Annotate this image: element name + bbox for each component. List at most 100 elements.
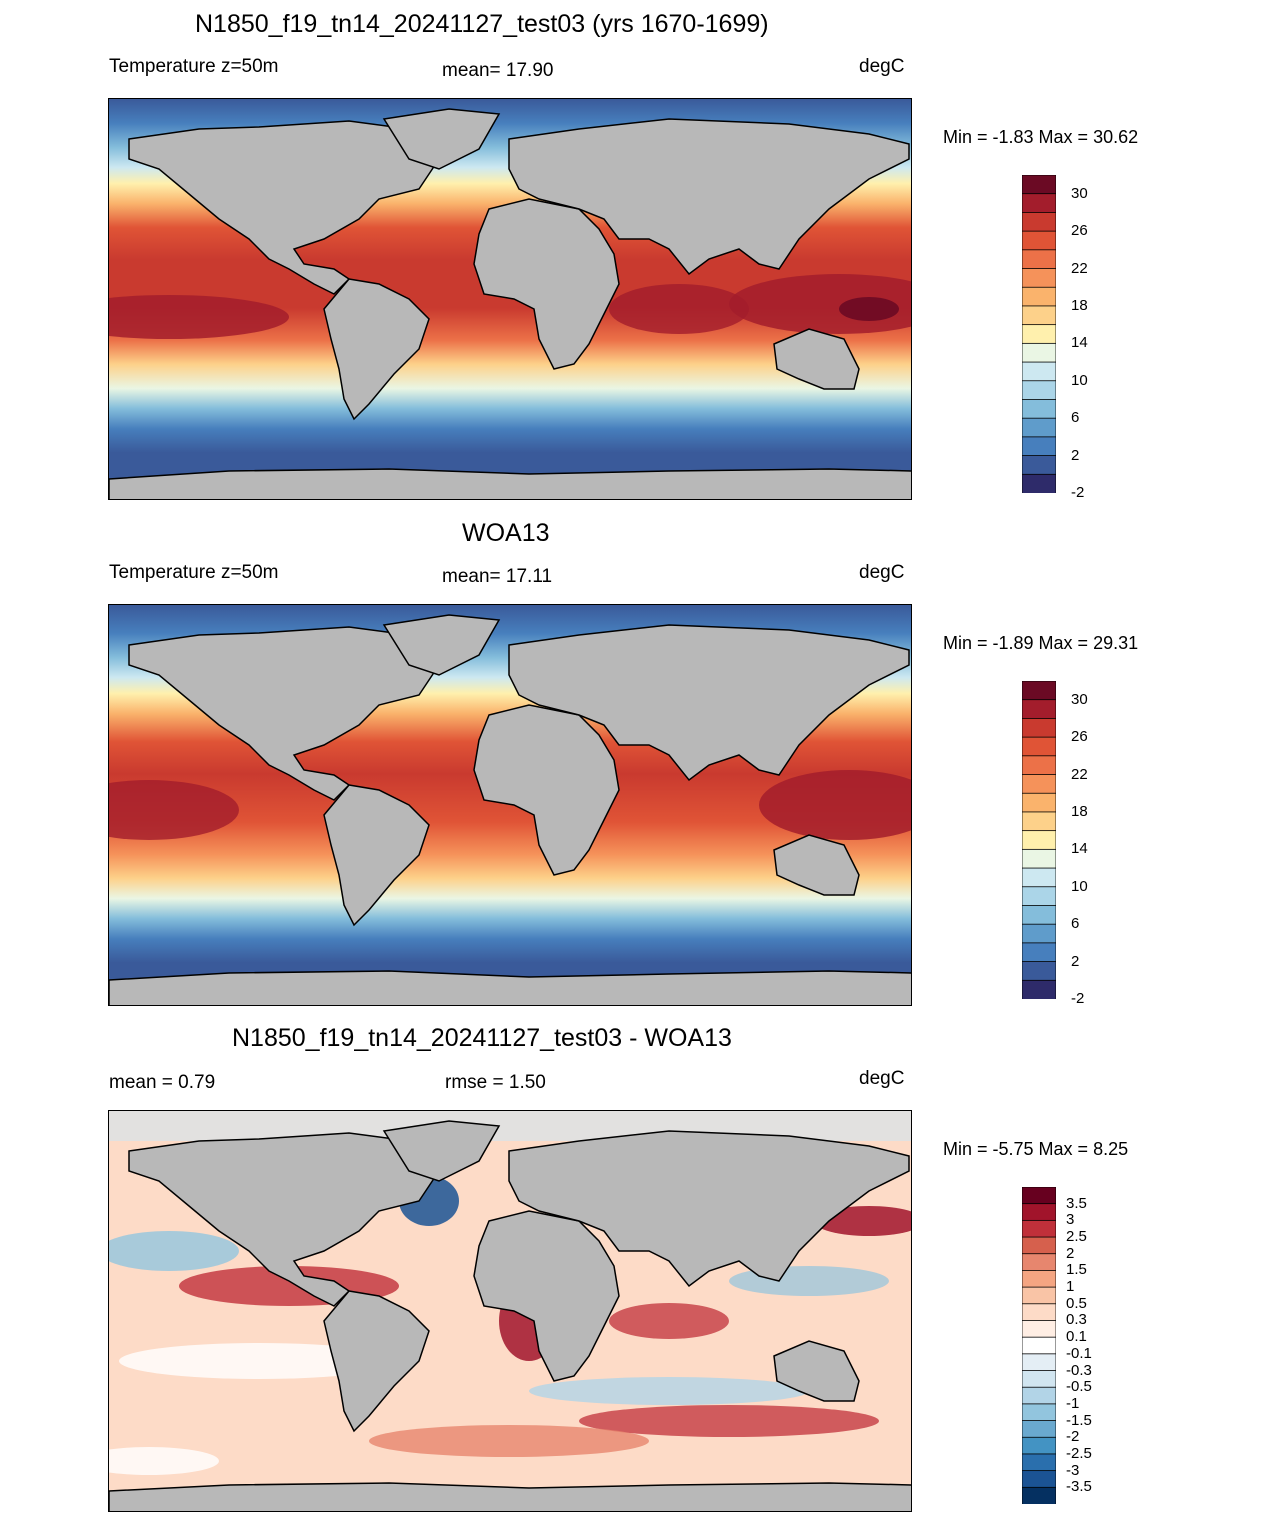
colorbar-swatch xyxy=(1022,399,1056,420)
colorbar-swatch xyxy=(1022,942,1056,963)
colorbar-tick-label: 3.5 xyxy=(1066,1194,1087,1212)
colorbar-tick-label: 0.1 xyxy=(1066,1328,1087,1346)
panel1-units-label: degC xyxy=(859,56,905,77)
colorbar-swatch xyxy=(1022,1203,1056,1222)
colorbar-swatch xyxy=(1022,1253,1056,1272)
colorbar-swatch xyxy=(1022,286,1056,307)
colorbar-swatch xyxy=(1022,417,1056,438)
colorbar-swatch xyxy=(1022,212,1056,233)
colorbar-swatch xyxy=(1022,755,1056,776)
colorbar-swatch xyxy=(1022,681,1056,701)
panel3-colorbar-swatches xyxy=(1022,1187,1056,1504)
colorbar-tick-label: 1.5 xyxy=(1066,1261,1087,1279)
colorbar-swatch xyxy=(1022,1453,1056,1472)
colorbar-swatch xyxy=(1022,193,1056,214)
colorbar-tick-label: 26 xyxy=(1071,222,1088,240)
colorbar-tick-label: -3.5 xyxy=(1066,1478,1092,1496)
colorbar-swatch xyxy=(1022,1270,1056,1289)
colorbar-swatch xyxy=(1022,848,1056,869)
colorbar-tick-label: 10 xyxy=(1071,877,1088,895)
panel1-mean-label: mean= 17.90 xyxy=(442,60,554,81)
colorbar-tick-label: -2 xyxy=(1066,1428,1080,1446)
colorbar-tick-label: -2 xyxy=(1071,990,1085,1007)
panel3-mean-label: mean = 0.79 xyxy=(109,1072,216,1093)
colorbar-swatch xyxy=(1022,268,1056,289)
colorbar-tick-label: 1 xyxy=(1066,1278,1075,1296)
colorbar-swatch xyxy=(1022,1386,1056,1405)
colorbar-swatch xyxy=(1022,1336,1056,1355)
panel1-minmax: Min = -1.83 Max = 30.62 xyxy=(943,127,1139,147)
colorbar-swatch xyxy=(1022,230,1056,251)
colorbar-swatch xyxy=(1022,1236,1056,1255)
colorbar-swatch xyxy=(1022,792,1056,813)
colorbar-swatch xyxy=(1022,175,1056,195)
colorbar-tick-label: -2 xyxy=(1071,484,1085,501)
colorbar-swatch xyxy=(1022,1403,1056,1422)
colorbar-tick-label: -0.1 xyxy=(1066,1344,1092,1362)
colorbar-tick-label: -1 xyxy=(1066,1394,1080,1412)
colorbar-tick-label: 2 xyxy=(1071,446,1080,464)
panel2-colorbar xyxy=(1022,681,1056,999)
colorbar-tick-label: -2.5 xyxy=(1066,1444,1092,1462)
panel3-title: N1850_f19_tn14_20241127_test03 - WOA13 xyxy=(232,1024,732,1052)
colorbar-swatch xyxy=(1022,1436,1056,1455)
colorbar-tick-label: 30 xyxy=(1071,184,1088,202)
colorbar-swatch xyxy=(1022,436,1056,457)
colorbar-swatch xyxy=(1022,979,1056,999)
panel1-variable-label: Temperature z=50m xyxy=(109,56,279,77)
panel1-title: N1850_f19_tn14_20241127_test03 (yrs 1670… xyxy=(195,10,769,38)
colorbar-swatch xyxy=(1022,1420,1056,1439)
panel2-units-label: degC xyxy=(859,562,905,583)
colorbar-tick-label: 6 xyxy=(1071,915,1080,933)
panel3-units-label: degC xyxy=(859,1068,905,1089)
colorbar-swatch xyxy=(1022,380,1056,401)
colorbar-tick-label: 26 xyxy=(1071,728,1088,746)
colorbar-swatch xyxy=(1022,905,1056,926)
panel1-colorbar-swatches xyxy=(1022,175,1056,493)
colorbar-swatch xyxy=(1022,718,1056,739)
panel2-title: WOA13 xyxy=(462,519,550,547)
colorbar-tick-label: 22 xyxy=(1071,765,1088,783)
colorbar-swatch xyxy=(1022,830,1056,851)
panel2-colorbar-swatches xyxy=(1022,681,1056,999)
colorbar-tick-label: 0.5 xyxy=(1066,1294,1087,1312)
colorbar-swatch xyxy=(1022,1286,1056,1305)
colorbar-swatch xyxy=(1022,736,1056,757)
colorbar-tick-label: -3 xyxy=(1066,1461,1080,1479)
colorbar-swatch xyxy=(1022,1486,1056,1504)
panel2-map xyxy=(108,604,912,1006)
colorbar-tick-label: -1.5 xyxy=(1066,1411,1092,1429)
colorbar-tick-label: -0.3 xyxy=(1066,1361,1092,1379)
colorbar-swatch xyxy=(1022,361,1056,382)
colorbar-tick-label: 6 xyxy=(1071,409,1080,427)
colorbar-swatch xyxy=(1022,1353,1056,1372)
colorbar-tick-label: 14 xyxy=(1071,840,1088,858)
colorbar-swatch xyxy=(1022,305,1056,326)
panel1-colorbar xyxy=(1022,175,1056,493)
colorbar-tick-label: 2 xyxy=(1066,1244,1075,1262)
colorbar-swatch xyxy=(1022,811,1056,832)
colorbar-tick-label: 18 xyxy=(1071,802,1088,820)
colorbar-swatch xyxy=(1022,699,1056,720)
colorbar-tick-label: 22 xyxy=(1071,259,1088,277)
colorbar-swatch xyxy=(1022,774,1056,795)
colorbar-tick-label: 14 xyxy=(1071,334,1088,352)
colorbar-tick-label: 0.3 xyxy=(1066,1311,1087,1329)
panel1-map xyxy=(108,98,912,500)
panel3-colorbar xyxy=(1022,1187,1056,1504)
colorbar-tick-label: 30 xyxy=(1071,690,1088,708)
colorbar-swatch xyxy=(1022,455,1056,476)
colorbar-swatch xyxy=(1022,867,1056,888)
colorbar-swatch xyxy=(1022,324,1056,345)
colorbar-swatch xyxy=(1022,961,1056,982)
panel3-minmax: Min = -5.75 Max = 8.25 xyxy=(943,1139,1129,1159)
colorbar-tick-label: -0.5 xyxy=(1066,1378,1092,1396)
panel3-map xyxy=(108,1110,912,1512)
colorbar-swatch xyxy=(1022,1187,1056,1205)
colorbar-swatch xyxy=(1022,249,1056,270)
colorbar-tick-label: 10 xyxy=(1071,371,1088,389)
colorbar-tick-label: 2.5 xyxy=(1066,1228,1087,1246)
colorbar-swatch xyxy=(1022,1320,1056,1339)
panel2-mean-label: mean= 17.11 xyxy=(442,566,553,587)
colorbar-swatch xyxy=(1022,1219,1056,1238)
